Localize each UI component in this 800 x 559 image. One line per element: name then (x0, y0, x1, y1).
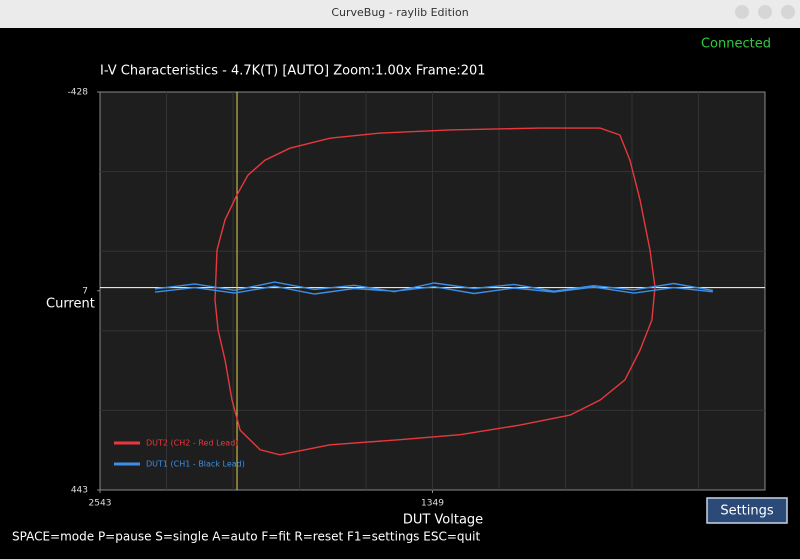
y-axis-label: Current (46, 297, 95, 312)
series-line (154, 281, 713, 295)
settings-button[interactable] (706, 497, 788, 524)
plot-marks (154, 92, 713, 490)
x-axis-label: DUT Voltage (403, 513, 483, 528)
settings-button-label[interactable]: Settings (720, 504, 774, 519)
chart-title: I-V Characteristics - 4.7K(T) [AUTO] Zoo… (100, 64, 486, 79)
y-tick-label: -428 (68, 88, 89, 98)
keyboard-help: SPACE=mode P=pause S=single A=auto F=fit… (12, 530, 480, 544)
close-button[interactable] (781, 5, 795, 19)
titlebar (0, 0, 800, 28)
x-tick-label: 2543 (89, 499, 112, 509)
connection-status: Connected (701, 37, 771, 52)
y-tick-label: 443 (71, 486, 88, 496)
legend-label: DUT2 (CH2 - Red Lead) (146, 439, 238, 448)
maximize-button[interactable] (758, 5, 772, 19)
minimize-button[interactable] (735, 5, 749, 19)
x-tick-label: 1349 (421, 499, 444, 509)
y-tick-label: 7 (82, 286, 88, 296)
legend-label: DUT1 (CH1 - Black Lead) (146, 460, 245, 469)
window-title: CurveBug - raylib Edition (331, 6, 468, 19)
